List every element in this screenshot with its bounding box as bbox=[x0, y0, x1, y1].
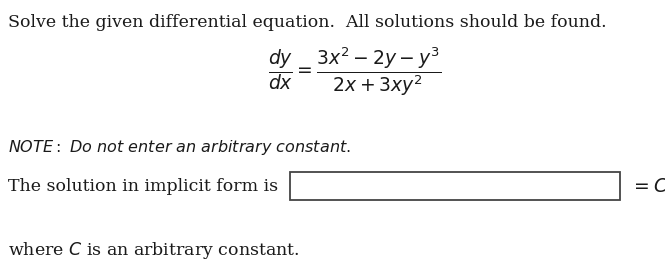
FancyBboxPatch shape bbox=[290, 172, 620, 200]
Text: $\dfrac{dy}{dx} = \dfrac{3x^2 - 2y - y^3}{2x + 3xy^2}$: $\dfrac{dy}{dx} = \dfrac{3x^2 - 2y - y^3… bbox=[269, 45, 442, 98]
Text: where $C$ is an arbitrary constant.: where $C$ is an arbitrary constant. bbox=[8, 240, 299, 261]
Text: $= C$: $= C$ bbox=[630, 178, 665, 196]
Text: Solve the given differential equation.  All solutions should be found.: Solve the given differential equation. A… bbox=[8, 14, 606, 31]
Text: $\mathit{NOTE{:}\ Do\ not\ enter\ an\ arbitrary\ constant.}$: $\mathit{NOTE{:}\ Do\ not\ enter\ an\ ar… bbox=[8, 138, 351, 157]
Text: The solution in implicit form is: The solution in implicit form is bbox=[8, 178, 278, 195]
